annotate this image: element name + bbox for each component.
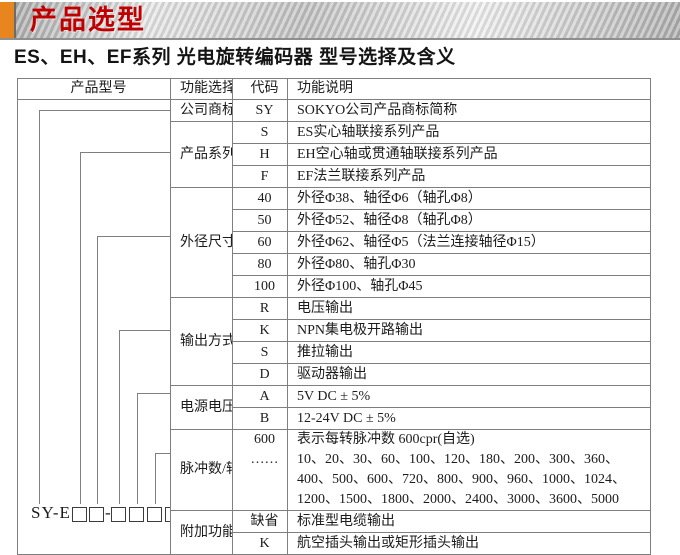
model-box [72,507,87,522]
model-box [129,507,144,522]
connector-line [119,330,170,331]
cell-code: 50 [232,209,288,232]
cell-code: 100 [232,275,288,298]
header-description: 功能说明 [287,78,651,100]
page-banner: 产品选型 [0,2,680,40]
page-title: 产品选型 [30,5,146,35]
group-label-size: 外径尺寸 [170,187,233,298]
connector-line [39,110,170,111]
cell-code: 40 [232,187,288,210]
cell-desc: NPN集电极开路输出 [287,319,651,342]
cell-desc: 5V DC ± 5% [287,385,651,408]
cell-desc: 12-24V DC ± 5% [287,407,651,430]
pulse-code-value: 600 [254,432,275,447]
table-row: B 12-24V DC ± 5% [18,407,651,430]
table-row: 脉冲数/转 600 …… 表示每转脉冲数 600cpr(自选) 10、20、30… [18,429,651,511]
group-label-output: 输出方式 [170,297,233,386]
connector-line [97,236,170,237]
table-row: 产品系列 S ES实心轴联接系列产品 [18,121,651,188]
header-model: 产品型号 [17,78,171,100]
cell-desc: EH空心轴或贯通轴联接系列产品 [287,143,651,166]
cell-code: D [232,363,288,386]
model-dash: - [105,503,112,522]
model-box [111,507,126,522]
connector-line [137,393,138,504]
group-label-voltage: 电源电压 [170,385,233,430]
model-box [165,507,170,522]
cell-code: 60 [232,231,288,254]
cell-code-pulses: 600 …… [232,429,288,511]
cell-desc-pulses: 表示每转脉冲数 600cpr(自选) 10、20、30、60、100、120、1… [287,429,651,511]
cell-desc: EF法兰联接系列产品 [287,165,651,188]
cell-desc: 外径Φ62、轴径Φ5（法兰连接轴径Φ15） [287,231,651,254]
model-selection-table: 产品型号 功能选择 代码 功能说明 [17,78,651,555]
cell-desc: 外径Φ38、轴径Φ6（轴孔Φ8） [287,187,651,210]
connector-line [39,110,40,504]
cell-code: F [232,165,288,188]
group-label-pulses: 脉冲数/转 [170,429,233,511]
pulse-desc-line: 10、20、30、60、100、120、180、200、300、360、 [297,452,619,467]
model-box [147,507,162,522]
pulse-desc-line: 400、500、600、720、800、900、960、1000、1024、 [297,472,626,487]
connector-line [80,152,81,504]
header-code: 代码 [232,78,288,100]
table-row: 50 外径Φ52、轴径Φ8（轴孔Φ8） [18,209,651,232]
group-label-extra: 附加功能 [170,510,233,555]
cell-desc: ES实心轴联接系列产品 [287,121,651,144]
pulse-code-ellipsis: …… [250,452,279,467]
cell-desc: 推拉输出 [287,341,651,364]
cell-desc: 外径Φ52、轴径Φ8（轴孔Φ8） [287,209,651,232]
pulse-desc-line: 1200、1500、1800、2000、2400、3000、3600、5000 [297,492,619,507]
cell-code: SY [232,99,288,122]
pulse-desc-line: 表示每转脉冲数 600cpr(自选) [297,432,475,447]
connector-line [137,393,170,394]
cell-code: 缺省 [232,510,288,533]
section-subtitle: ES、EH、EF系列 光电旋转编码器 型号选择及含义 [14,47,456,68]
table-header-row: 产品型号 功能选择 代码 功能说明 [17,78,651,100]
cell-code: B [232,407,288,430]
connector-line [119,330,120,504]
cell-desc: 标准型电缆输出 [287,510,651,533]
cell-code: A [232,385,288,408]
cell-code: K [232,532,288,555]
cell-desc: 驱动器输出 [287,363,651,386]
model-connector-tree: SY-E - [27,101,170,535]
table-row: K NPN集电极开路输出 [18,319,651,342]
cell-code: H [232,143,288,166]
header-function: 功能选择 [170,78,233,100]
cell-desc: 航空插头输出或矩形插头输出 [287,532,651,555]
cell-code: 80 [232,253,288,276]
table-row: 80 外径Φ80、轴孔Φ30 [18,253,651,276]
connector-line [80,152,170,153]
connector-line [155,453,170,454]
group-label-series: 产品系列 [170,121,233,188]
cell-desc: 外径Φ80、轴孔Φ30 [287,253,651,276]
banner-accent-bar [0,2,16,38]
cell-desc: 电压输出 [287,297,651,320]
connector-line [97,236,98,504]
model-box [89,507,104,522]
table-row: 电源电压 A 5V DC ± 5% [18,385,651,430]
cell-code: K [232,319,288,342]
connector-line [155,453,156,504]
table-row: H EH空心轴或贯通轴联接系列产品 [18,143,651,166]
table-row: 外径尺寸 40 外径Φ38、轴径Φ6（轴孔Φ8） [18,187,651,298]
model-prefix: SY-E [31,503,71,522]
group-label-trademark: 公司商标 [170,99,233,122]
cell-code: S [232,341,288,364]
table-row: F EF法兰联接系列产品 [18,165,651,188]
table-row: S 推拉输出 [18,341,651,364]
cell-desc: 外径Φ100、轴孔Φ45 [287,275,651,298]
table-row: SY-E - 公司商标 SY SOKYO公司产品商标简称 [17,99,651,555]
model-tree-cell: SY-E - [17,99,171,555]
cell-code: R [232,297,288,320]
cell-desc: SOKYO公司产品商标简称 [287,99,651,122]
cell-code: S [232,121,288,144]
